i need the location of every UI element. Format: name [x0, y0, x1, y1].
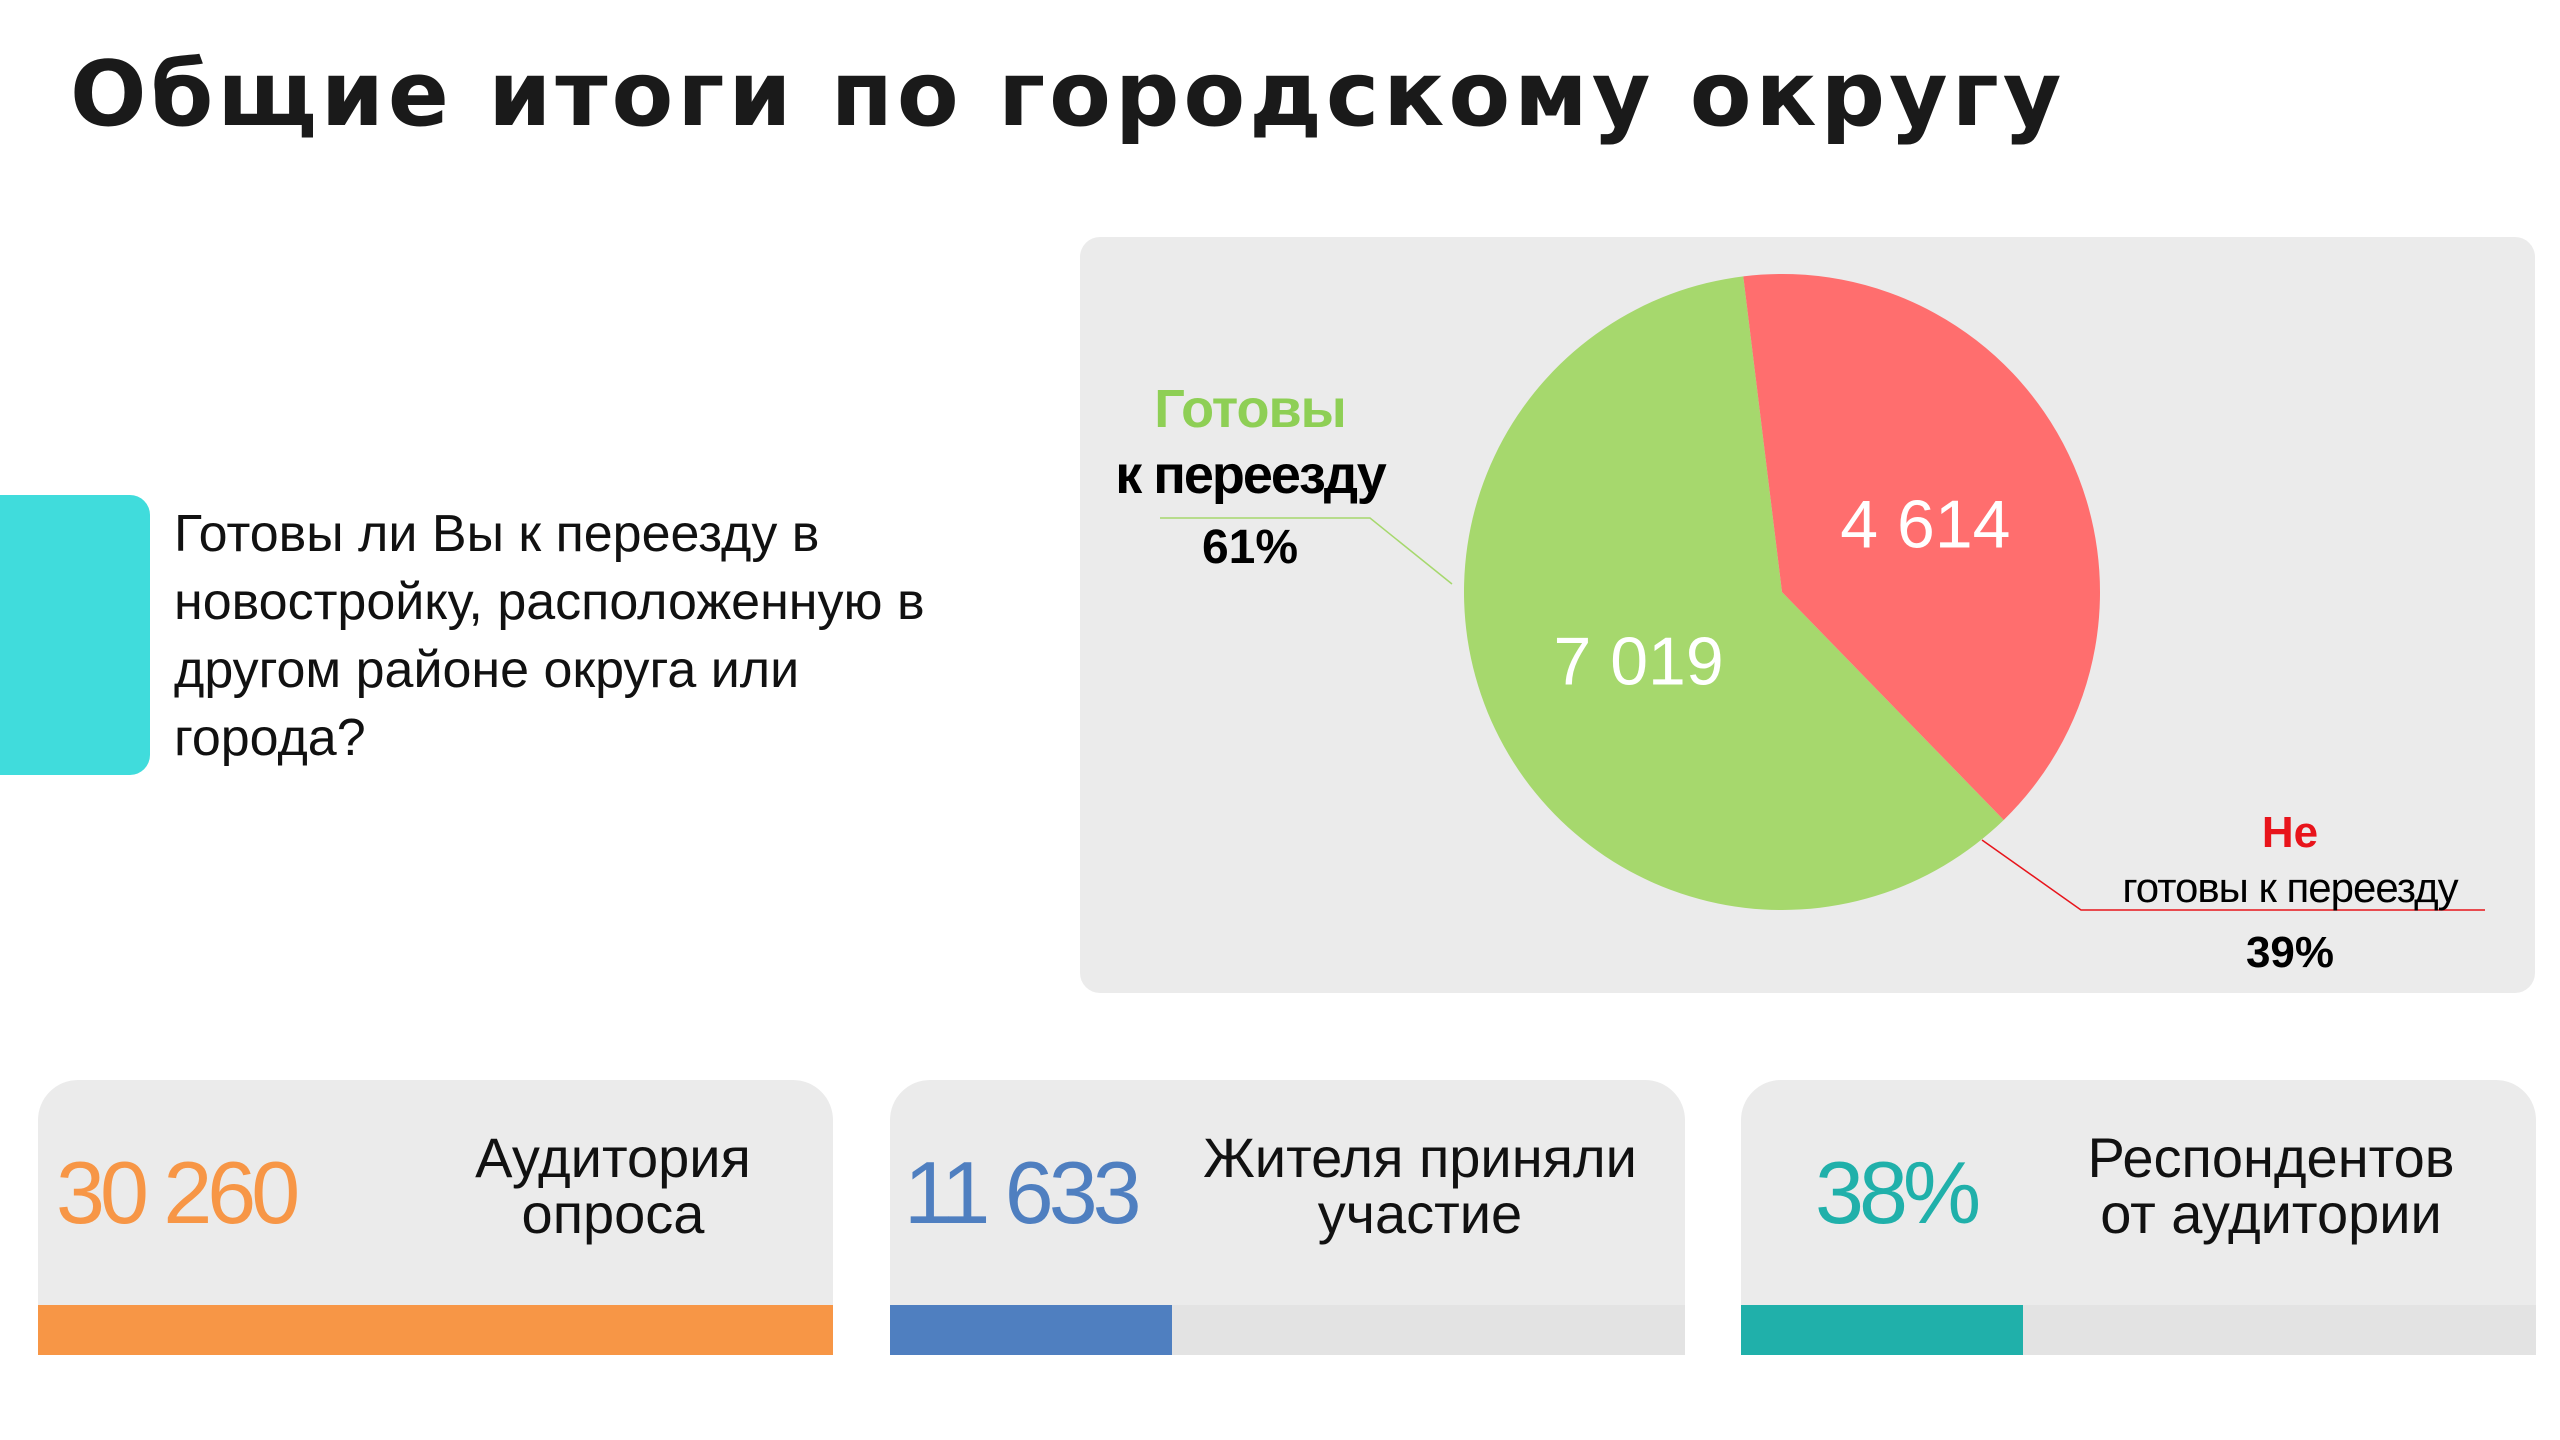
- stat-card-audience: 30 260 Аудитория опроса: [38, 1080, 833, 1355]
- legend-label-not-ready: Не готовы к переезду 39%: [2085, 808, 2495, 978]
- stat-progress-track: [890, 1305, 1685, 1355]
- stat-card-participants: 11 633 Жителя приняли участие: [890, 1080, 1685, 1355]
- pie-value-label-1: 4 614: [1840, 486, 2010, 562]
- stat-value-participants: 11 633: [904, 1143, 1142, 1242]
- question-accent-bar: [0, 495, 150, 775]
- stat-label-line1: Жителя приняли: [1203, 1126, 1637, 1189]
- ready-percent: 61%: [1201, 521, 1299, 574]
- ready-label-line2: к переезду: [1115, 445, 1387, 505]
- page-title: Общие итоги по городскому округу: [70, 42, 2066, 147]
- stat-value-audience: 30 260: [56, 1143, 300, 1242]
- ready-label-line1: Готовы: [1154, 379, 1347, 439]
- stat-value-respondents: 38%: [1815, 1143, 1981, 1242]
- stat-progress-fill: [1741, 1305, 2024, 1355]
- leader-line-not-ready: [1981, 839, 2485, 911]
- not-ready-label-line1: Не: [2261, 808, 2319, 857]
- stat-label-audience: Аудитория опроса: [378, 1130, 833, 1242]
- leader-line-ready: [1160, 517, 1453, 585]
- stat-label-line2: участие: [1317, 1182, 1523, 1245]
- not-ready-label-line2: готовы к переезду: [2122, 864, 2458, 911]
- pie-slice-0: [1464, 276, 2004, 911]
- stat-label-line2: от аудитории: [2100, 1182, 2442, 1245]
- pie-value-label-0: 7 019: [1554, 624, 1724, 700]
- stat-label-line1: Аудитория: [475, 1126, 751, 1189]
- stat-progress-track: [38, 1305, 833, 1355]
- not-ready-percent: 39%: [2245, 928, 2335, 977]
- stat-label-respondents: Респондентов от аудитории: [2041, 1130, 2501, 1242]
- stat-progress-fill: [38, 1305, 833, 1355]
- stat-label-line2: опроса: [521, 1182, 705, 1245]
- chart-panel: 7 019 4 614: [1080, 237, 2535, 993]
- stat-card-respondents: 38% Респондентов от аудитории: [1741, 1080, 2536, 1355]
- stat-progress-fill: [890, 1305, 1173, 1355]
- pie-slice-1: [1743, 274, 2100, 820]
- stat-progress-track: [1741, 1305, 2536, 1355]
- stat-label-participants: Жителя приняли участие: [1190, 1130, 1650, 1242]
- legend-label-ready: Готовы к переезду 61%: [1080, 378, 1420, 575]
- stat-label-line1: Респондентов: [2087, 1126, 2455, 1189]
- pie-chart: 7 019 4 614: [1160, 274, 2485, 911]
- survey-question: Готовы ли Вы к переезду в новостройку, р…: [174, 505, 925, 767]
